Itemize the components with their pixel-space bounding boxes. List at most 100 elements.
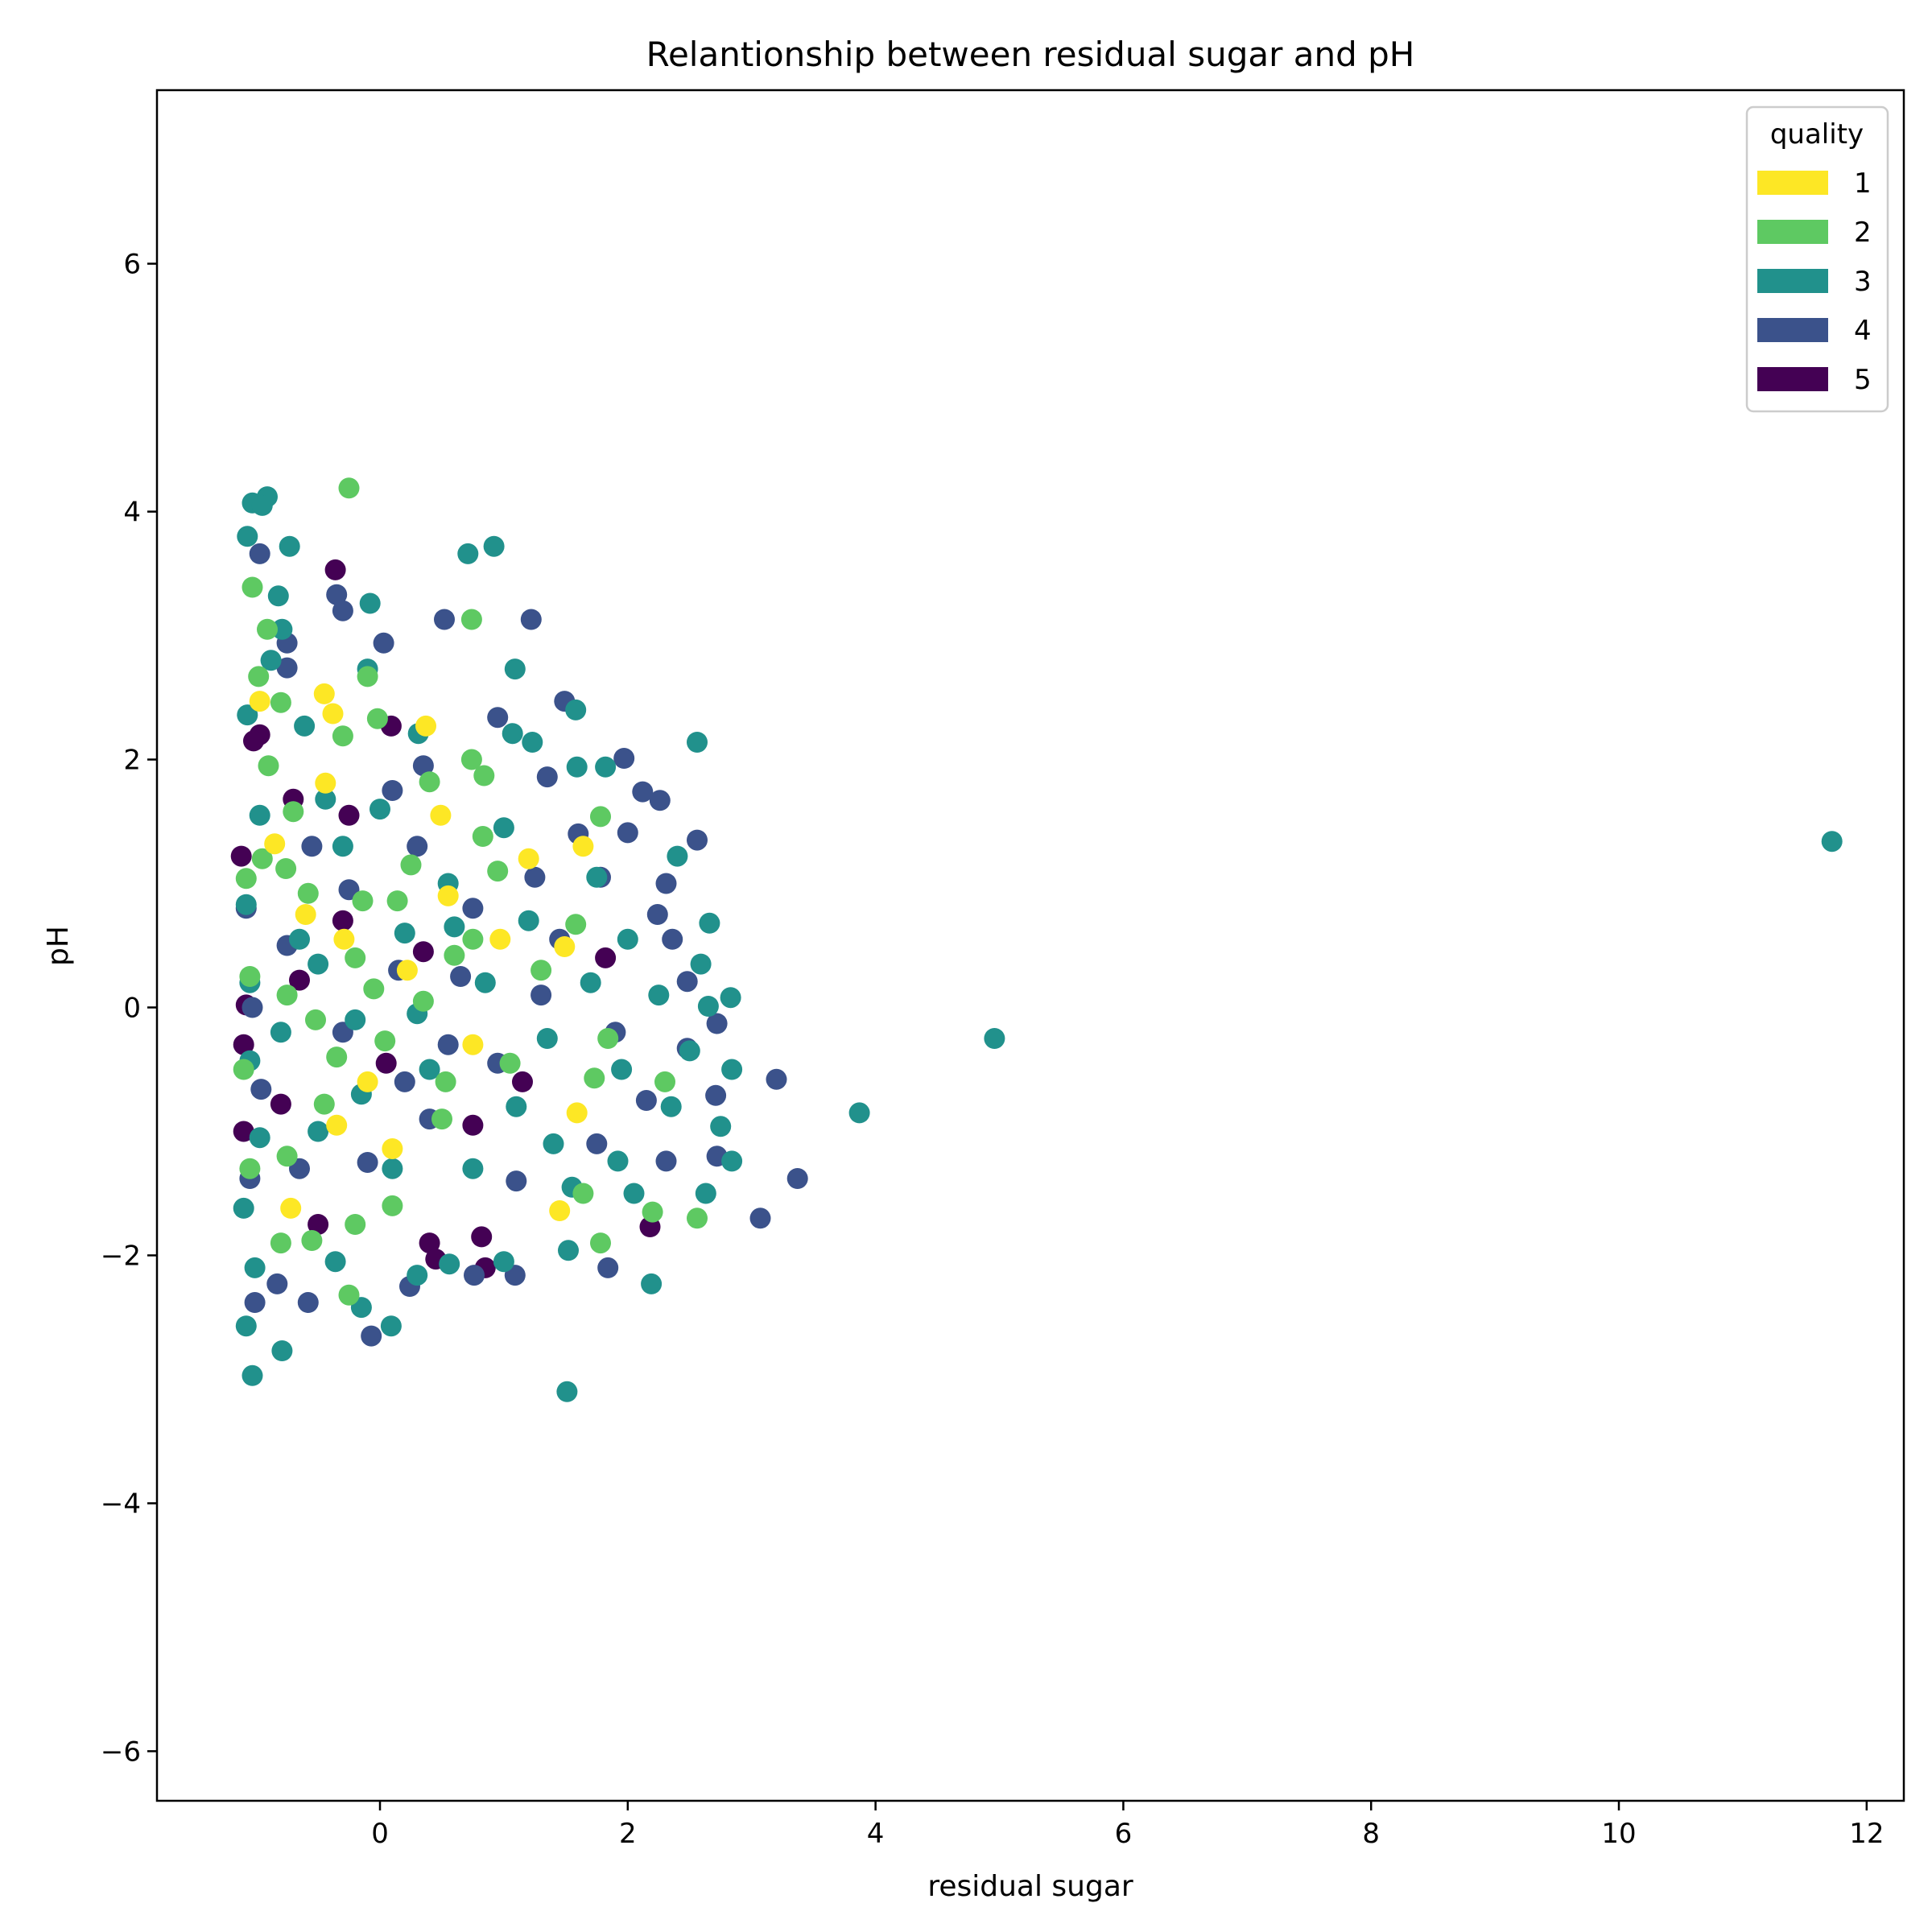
data-point-quality-3: [308, 1121, 329, 1142]
data-point-quality-4: [332, 600, 353, 621]
data-point-quality-3: [502, 723, 523, 745]
data-point-quality-4: [326, 584, 348, 605]
data-point-quality-2: [382, 1195, 403, 1216]
data-point-quality-1: [249, 691, 270, 712]
data-point-quality-3: [289, 928, 310, 950]
x-tick-label: 12: [1849, 1818, 1884, 1850]
data-point-quality-5: [308, 1214, 329, 1235]
data-point-quality-3: [237, 526, 258, 547]
data-point-quality-4: [506, 1170, 527, 1192]
data-point-quality-1: [549, 1200, 571, 1221]
data-point-quality-2: [283, 801, 304, 823]
data-point-quality-3: [419, 1059, 440, 1080]
data-point-quality-3: [558, 1240, 579, 1261]
data-point-quality-3: [984, 1028, 1005, 1049]
data-point-quality-2: [248, 666, 270, 687]
data-point-quality-4: [450, 966, 472, 987]
data-point-quality-2: [374, 1030, 396, 1052]
data-point-quality-3: [566, 756, 588, 778]
data-point-quality-4: [407, 836, 428, 857]
data-point-quality-2: [235, 868, 257, 890]
data-point-quality-2: [473, 765, 495, 786]
data-point-quality-3: [687, 732, 708, 753]
data-point-quality-3: [556, 1381, 578, 1402]
data-point-quality-2: [431, 1108, 452, 1130]
data-point-quality-3: [394, 923, 415, 944]
data-point-quality-3: [271, 1340, 293, 1361]
x-tick-label: 10: [1601, 1818, 1636, 1850]
data-point-quality-2: [305, 1009, 326, 1030]
y-axis-ticks: −6 −4 −2 0 2 4 6: [101, 249, 157, 1768]
data-point-quality-3: [699, 912, 720, 934]
data-point-quality-2: [338, 477, 360, 499]
data-point-quality-4: [586, 1133, 608, 1154]
data-point-quality-4: [382, 780, 403, 801]
data-point-quality-1: [322, 703, 344, 724]
data-point-quality-3: [721, 1059, 743, 1080]
x-tick-label: 4: [867, 1818, 885, 1850]
data-point-quality-3: [848, 1102, 870, 1124]
data-point-quality-4: [462, 898, 484, 919]
legend-label-1: 1: [1854, 167, 1872, 200]
data-point-quality-2: [460, 749, 482, 770]
data-point-quality-1: [572, 836, 594, 857]
data-point-quality-4: [520, 609, 542, 630]
y-tick-label: 0: [123, 992, 141, 1024]
data-point-quality-4: [244, 1292, 266, 1313]
x-tick-label: 8: [1362, 1818, 1380, 1850]
data-point-quality-2: [590, 806, 611, 828]
data-point-quality-4: [617, 822, 638, 844]
data-point-quality-4: [437, 1034, 459, 1055]
data-point-quality-1: [295, 904, 316, 925]
data-point-quality-4: [655, 873, 677, 894]
data-point-quality-3: [444, 916, 465, 938]
data-point-quality-2: [345, 1214, 366, 1235]
data-point-quality-3: [308, 953, 329, 975]
y-tick-label: 2: [123, 745, 141, 777]
x-tick-label: 6: [1115, 1818, 1133, 1850]
x-tick-label: 0: [371, 1818, 389, 1850]
legend-swatch-5: [1757, 367, 1828, 391]
data-point-quality-3: [382, 1158, 403, 1179]
data-point-quality-4: [766, 1068, 787, 1090]
data-point-quality-3: [244, 1257, 266, 1278]
data-point-quality-1: [462, 1034, 484, 1055]
data-point-quality-2: [584, 1067, 605, 1089]
data-point-quality-2: [435, 1071, 456, 1092]
data-point-quality-4: [632, 781, 654, 803]
data-point-quality-2: [386, 890, 408, 912]
data-point-quality-3: [474, 972, 496, 993]
data-point-quality-3: [710, 1116, 732, 1137]
legend-label-2: 2: [1854, 217, 1872, 249]
data-point-quality-4: [276, 657, 298, 679]
data-point-quality-2: [462, 928, 484, 950]
data-point-quality-3: [623, 1183, 645, 1204]
data-point-quality-1: [430, 804, 452, 826]
data-point-quality-2: [275, 858, 297, 879]
data-point-quality-2: [338, 1284, 360, 1306]
data-point-quality-5: [512, 1071, 533, 1092]
legend-entries: 1 2 3 4 5: [1757, 167, 1872, 396]
data-point-quality-5: [233, 1121, 254, 1142]
data-point-quality-5: [324, 559, 346, 580]
data-point-quality-3: [324, 1251, 346, 1273]
data-point-quality-1: [264, 833, 286, 855]
legend-label-5: 5: [1854, 364, 1872, 396]
data-point-quality-3: [641, 1273, 663, 1294]
data-point-quality-4: [301, 836, 323, 857]
data-point-quality-3: [580, 972, 601, 993]
data-point-quality-2: [242, 576, 263, 598]
data-point-quality-4: [487, 707, 509, 729]
data-point-quality-3: [233, 1197, 254, 1219]
data-point-quality-2: [472, 826, 493, 847]
data-point-quality-3: [294, 715, 316, 737]
data-point-quality-3: [504, 658, 526, 680]
data-point-quality-3: [595, 756, 617, 778]
data-point-quality-3: [611, 1059, 633, 1080]
data-point-quality-4: [646, 904, 668, 925]
data-point-quality-5: [412, 941, 434, 963]
data-point-quality-1: [326, 1114, 348, 1136]
data-point-quality-1: [518, 848, 539, 869]
data-point-quality-4: [250, 1079, 272, 1100]
data-point-quality-1: [357, 1071, 378, 1092]
